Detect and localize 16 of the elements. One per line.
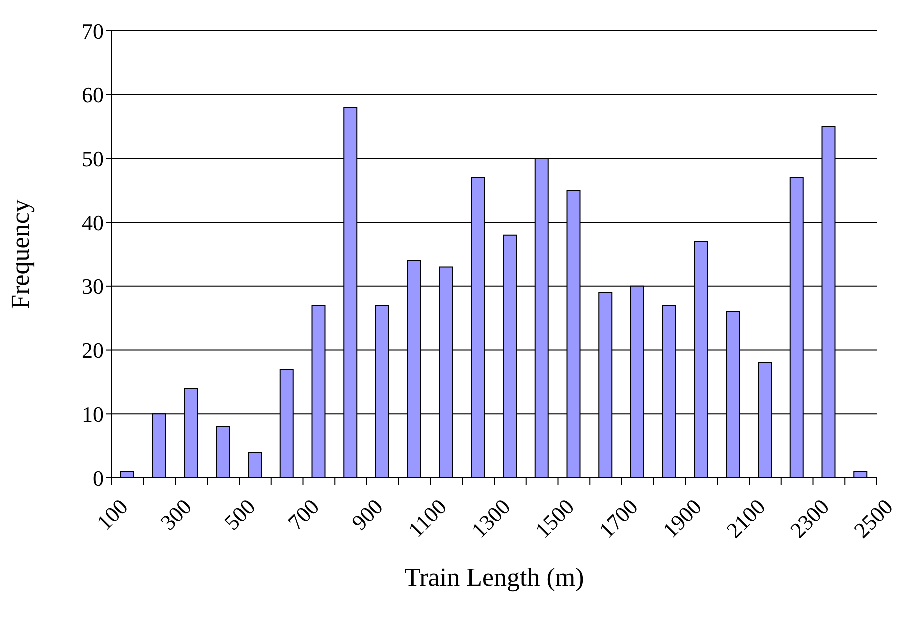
x-tick-label: 900 bbox=[346, 494, 388, 536]
y-tick-label: 20 bbox=[82, 338, 104, 364]
y-tick-label: 0 bbox=[93, 466, 104, 491]
x-tick-label: 100 bbox=[92, 494, 133, 536]
x-tick-label: 500 bbox=[219, 494, 260, 536]
y-tick-label: 10 bbox=[82, 402, 104, 427]
y-tick-label: 70 bbox=[82, 18, 104, 44]
x-tick-label: 700 bbox=[283, 494, 324, 536]
y-tick-label: 60 bbox=[82, 82, 104, 108]
y-tick-label: 40 bbox=[82, 210, 104, 236]
y-tick-label: 30 bbox=[82, 274, 104, 300]
y-axis-title: Frequency bbox=[6, 200, 36, 310]
x-axis-title: Train Length (m) bbox=[404, 563, 584, 592]
y-tick-label: 50 bbox=[82, 146, 104, 172]
x-tick-label: 1100 bbox=[403, 494, 452, 542]
x-tick-label: 300 bbox=[156, 494, 197, 536]
